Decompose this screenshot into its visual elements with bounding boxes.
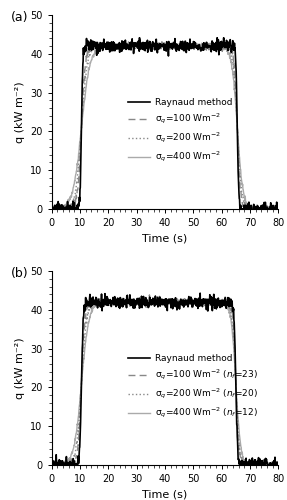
σ$_q$=100 Wm$^{-2}$ [56,212,59,218]
Line: σ$_q$=200 Wm$^{-2}$ ($n_f$=20): σ$_q$=200 Wm$^{-2}$ ($n_f$=20) [52,298,278,470]
σ$_q$=400 Wm$^{-2}$ [153,43,156,49]
σ$_q$=100 Wm$^{-2}$ ($n_f$=23) [154,292,157,298]
σ$_q$=100 Wm$^{-2}$ [50,204,53,210]
σ$_q$=200 Wm$^{-2}$ [277,206,280,212]
Raynaud method [50,467,53,473]
Raynaud method [153,44,157,50]
Raynaud method [50,202,53,208]
σ$_q$=100 Wm$^{-2}$ ($n_f$=23) [110,302,113,308]
σ$_q$=100 Wm$^{-2}$ ($n_f$=23) [84,314,87,320]
X-axis label: Time (s): Time (s) [142,234,188,243]
σ$_q$=100 Wm$^{-2}$ ($n_f$=23) [59,468,62,473]
Line: σ$_q$=100 Wm$^{-2}$ ($n_f$=23): σ$_q$=100 Wm$^{-2}$ ($n_f$=23) [52,295,278,470]
σ$_q$=100 Wm$^{-2}$ [220,38,224,44]
σ$_q$=400 Wm$^{-2}$ [50,206,53,212]
Raynaud method [277,206,280,212]
σ$_q$=400 Wm$^{-2}$ ($n_f$=12) [110,298,113,304]
σ$_q$=400 Wm$^{-2}$ ($n_f$=12) [83,346,87,352]
σ$_q$=200 Wm$^{-2}$ ($n_f$=20) [277,462,280,468]
Y-axis label: q (kW m⁻²): q (kW m⁻²) [15,81,25,143]
σ$_q$=400 Wm$^{-2}$ [275,205,278,211]
σ$_q$=100 Wm$^{-2}$ [153,40,157,46]
σ$_q$=200 Wm$^{-2}$ [194,42,197,48]
Raynaud method [194,40,197,46]
Raynaud method [275,199,278,205]
σ$_q$=200 Wm$^{-2}$ ($n_f$=20) [84,332,87,338]
Raynaud method [84,304,87,310]
σ$_q$=400 Wm$^{-2}$ [277,206,280,212]
X-axis label: Time (s): Time (s) [142,490,188,500]
σ$_q$=100 Wm$^{-2}$ [81,106,84,112]
σ$_q$=200 Wm$^{-2}$ ($n_f$=20) [50,460,53,466]
σ$_q$=400 Wm$^{-2}$ [264,208,268,214]
σ$_q$=200 Wm$^{-2}$ [81,107,84,113]
σ$_q$=400 Wm$^{-2}$ ($n_f$=12) [132,296,136,302]
σ$_q$=200 Wm$^{-2}$ [275,208,278,214]
Raynaud method [110,298,113,304]
σ$_q$=100 Wm$^{-2}$ [84,66,87,71]
σ$_q$=400 Wm$^{-2}$ ($n_f$=12) [50,460,53,466]
σ$_q$=200 Wm$^{-2}$ ($n_f$=20) [194,302,197,308]
σ$_q$=100 Wm$^{-2}$ [277,205,280,211]
σ$_q$=200 Wm$^{-2}$ ($n_f$=20) [81,364,84,370]
σ$_q$=400 Wm$^{-2}$ ($n_f$=12) [275,462,278,468]
σ$_q$=400 Wm$^{-2}$ [110,44,113,51]
Raynaud method [198,290,202,296]
Raynaud method [153,298,157,304]
Raynaud method [273,214,276,220]
Raynaud method [275,465,278,471]
σ$_q$=400 Wm$^{-2}$ ($n_f$=12) [277,464,280,469]
Legend: Raynaud method, σ$_q$=100 Wm$^{-2}$, σ$_q$=200 Wm$^{-2}$, σ$_q$=400 Wm$^{-2}$: Raynaud method, σ$_q$=100 Wm$^{-2}$, σ$_… [124,94,236,168]
σ$_q$=400 Wm$^{-2}$ ($n_f$=12) [81,372,84,378]
σ$_q$=200 Wm$^{-2}$ [50,208,53,214]
Line: Raynaud method: Raynaud method [52,293,278,476]
Line: σ$_q$=400 Wm$^{-2}$ ($n_f$=12): σ$_q$=400 Wm$^{-2}$ ($n_f$=12) [52,299,278,468]
Raynaud method [138,34,141,40]
σ$_q$=100 Wm$^{-2}$ ($n_f$=23) [81,356,84,362]
σ$_q$=200 Wm$^{-2}$ ($n_f$=20) [154,300,157,306]
σ$_q$=400 Wm$^{-2}$ ($n_f$=12) [249,464,252,470]
σ$_q$=100 Wm$^{-2}$ ($n_f$=23) [50,464,53,470]
Line: σ$_q$=100 Wm$^{-2}$: σ$_q$=100 Wm$^{-2}$ [52,42,278,215]
σ$_q$=200 Wm$^{-2}$ [154,44,157,51]
σ$_q$=200 Wm$^{-2}$ [138,38,141,44]
σ$_q$=200 Wm$^{-2}$ ($n_f$=20) [148,295,151,301]
σ$_q$=100 Wm$^{-2}$ ($n_f$=23) [275,462,278,468]
Line: σ$_q$=400 Wm$^{-2}$: σ$_q$=400 Wm$^{-2}$ [52,43,278,211]
Raynaud method [83,44,87,50]
Raynaud method [194,297,197,303]
σ$_q$=200 Wm$^{-2}$ [84,73,87,79]
σ$_q$=200 Wm$^{-2}$ ($n_f$=20) [275,462,278,468]
σ$_q$=400 Wm$^{-2}$ [156,40,160,46]
σ$_q$=400 Wm$^{-2}$ [194,44,197,50]
σ$_q$=100 Wm$^{-2}$ [194,41,197,47]
Text: (a): (a) [11,11,28,24]
σ$_q$=400 Wm$^{-2}$ ($n_f$=12) [153,301,157,307]
σ$_q$=200 Wm$^{-2}$ [110,42,113,48]
σ$_q$=400 Wm$^{-2}$ [81,116,84,122]
σ$_q$=200 Wm$^{-2}$ [57,210,60,216]
σ$_q$=200 Wm$^{-2}$ ($n_f$=20) [110,302,113,308]
σ$_q$=400 Wm$^{-2}$ ($n_f$=12) [194,300,197,306]
Text: (b): (b) [11,267,28,280]
σ$_q$=400 Wm$^{-2}$ [83,96,87,102]
σ$_q$=100 Wm$^{-2}$ ($n_f$=23) [148,292,151,298]
σ$_q$=100 Wm$^{-2}$ ($n_f$=23) [277,461,280,467]
Y-axis label: q (kW m⁻²): q (kW m⁻²) [15,337,25,399]
Line: σ$_q$=200 Wm$^{-2}$: σ$_q$=200 Wm$^{-2}$ [52,40,278,214]
σ$_q$=100 Wm$^{-2}$ ($n_f$=23) [194,296,197,302]
σ$_q$=100 Wm$^{-2}$ [110,42,113,48]
Raynaud method [110,39,113,45]
Legend: Raynaud method, σ$_q$=100 Wm$^{-2}$ ($n_f$=23), σ$_q$=200 Wm$^{-2}$ ($n_f$=20), : Raynaud method, σ$_q$=100 Wm$^{-2}$ ($n_… [124,351,262,424]
Raynaud method [81,340,84,346]
Raynaud method [277,459,280,465]
Raynaud method [73,474,77,480]
σ$_q$=200 Wm$^{-2}$ ($n_f$=20) [52,466,55,472]
Raynaud method [81,78,84,84]
σ$_q$=100 Wm$^{-2}$ [275,208,278,214]
Line: Raynaud method: Raynaud method [52,38,278,217]
